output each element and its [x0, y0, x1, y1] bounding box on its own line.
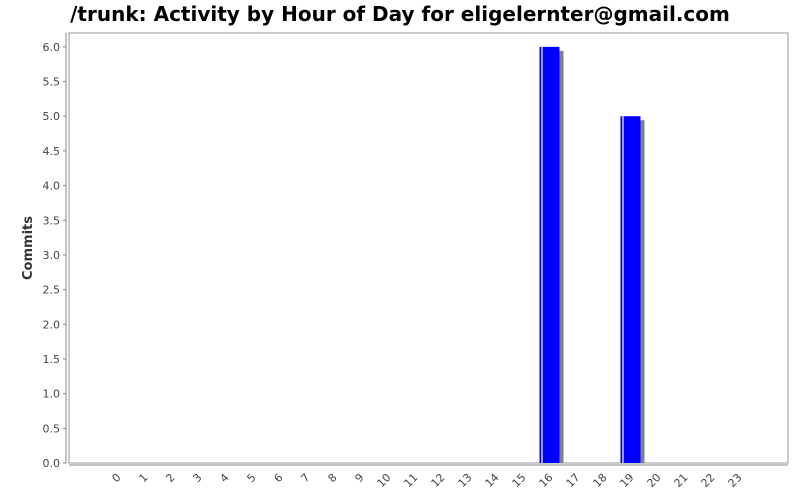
x-tick-label: 20: [645, 471, 664, 490]
y-tick-label: 6.0: [43, 41, 61, 54]
x-tick-label: 4: [217, 471, 231, 485]
x-tick-label: 13: [456, 471, 475, 490]
x-tick-label: 2: [163, 471, 177, 485]
bar-hour-16: [539, 46, 560, 463]
x-tick-label: 10: [375, 471, 394, 490]
y-axis-label: Commits: [21, 216, 36, 280]
x-tick-label: 19: [618, 471, 637, 490]
y-tick-label: 5.5: [43, 76, 61, 89]
y-axis: 0.0 0.5 1.0 1.5 2.0 2.5 3.0 3.5 4.0 4.5 5.0 5.5 6.0: [43, 33, 67, 470]
x-tick-label: 14: [483, 471, 502, 490]
y-tick-label: 2.0: [43, 318, 61, 331]
y-tick-label: 3.0: [43, 249, 61, 262]
y-tick-label: 0.5: [43, 422, 61, 435]
x-tick-label: 6: [271, 471, 285, 485]
x-tick-label: 11: [402, 471, 421, 490]
y-tick-label: 4.0: [43, 180, 61, 193]
x-tick-label: 23: [726, 471, 745, 490]
x-tick-label: 17: [564, 471, 583, 490]
x-tick-label: 0: [109, 471, 123, 485]
y-tick-label: 1.0: [43, 388, 61, 401]
y-tick-label: 5.0: [43, 110, 61, 123]
x-tick-label: 5: [244, 471, 258, 485]
bar-hour-19: [620, 116, 641, 464]
x-tick-label: 3: [190, 471, 204, 485]
x-tick-label: 8: [325, 471, 339, 485]
x-tick-label: 9: [352, 471, 366, 485]
y-tick-label: 0.0: [43, 457, 61, 470]
x-tick-label: 21: [672, 471, 691, 490]
x-axis: 0 1 2 3 4 5 6 7 8 9 10 11 12 13 14 15 16 17 18 19 20 21 22 23: [69, 464, 788, 490]
y-tick-label: 2.5: [43, 284, 61, 297]
x-tick-label: 7: [298, 471, 312, 485]
x-tick-label: 22: [699, 471, 718, 490]
y-tick-label: 4.5: [43, 145, 61, 158]
x-tick-label: 15: [510, 471, 529, 490]
y-tick-label: 1.5: [43, 353, 61, 366]
x-tick-label: 18: [591, 471, 610, 490]
chart-title: /trunk: Activity by Hour of Day for elig…: [70, 2, 730, 26]
x-tick-label: 1: [136, 471, 150, 485]
bars: [539, 46, 645, 464]
plot-area: [68, 32, 789, 464]
x-tick-label: 16: [537, 471, 556, 490]
x-tick-label: 12: [429, 471, 448, 490]
y-tick-label: 3.5: [43, 214, 61, 227]
